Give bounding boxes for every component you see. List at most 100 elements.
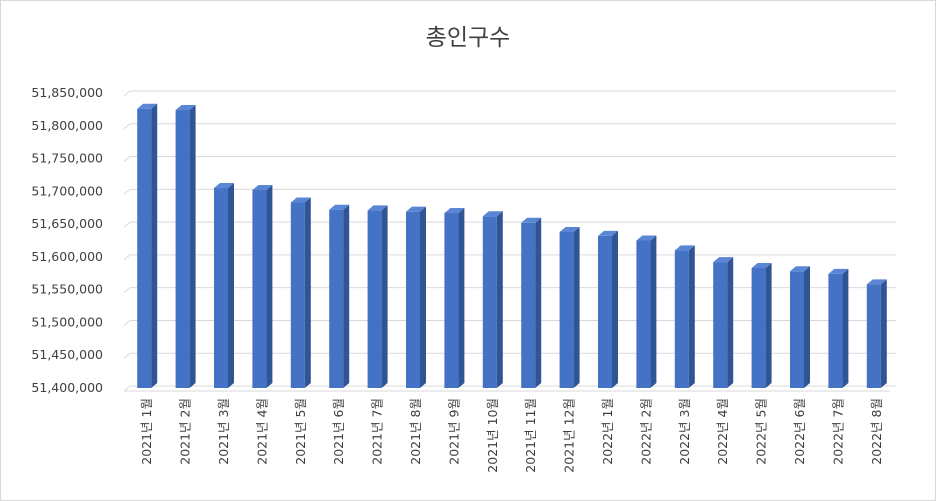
bar-top xyxy=(559,226,580,232)
bar-front xyxy=(290,202,305,388)
bar-side xyxy=(381,205,388,388)
bar-top xyxy=(329,204,350,210)
bar-front xyxy=(866,284,881,388)
bar-front xyxy=(214,188,228,388)
bar-top xyxy=(482,211,503,217)
gridline-depth xyxy=(123,287,131,294)
bar-front xyxy=(674,250,689,388)
bar-front xyxy=(521,222,536,388)
bar xyxy=(214,183,234,388)
gridline-depth xyxy=(123,352,131,359)
bar-front xyxy=(790,271,804,388)
x-tick-label: 2021년 1월 xyxy=(139,398,154,465)
bar-side xyxy=(420,206,426,388)
bar-side xyxy=(343,204,350,388)
bar-front xyxy=(175,110,190,389)
y-tick-label: 51,600,000 xyxy=(31,249,103,264)
bar xyxy=(713,257,734,388)
bar-side xyxy=(304,197,311,388)
bar xyxy=(406,206,426,388)
chart-title: 총인구수 xyxy=(425,25,511,51)
y-tick-label: 51,700,000 xyxy=(31,183,103,198)
bar xyxy=(559,226,580,388)
bar-side xyxy=(189,105,196,389)
x-tick-label: 2022년 5월 xyxy=(754,398,769,465)
bar-side xyxy=(650,235,657,388)
bar-side xyxy=(151,103,158,388)
x-tick-label: 2021년 10월 xyxy=(485,398,500,473)
x-tick-label: 2021년 2월 xyxy=(178,398,193,465)
gridline-depth xyxy=(123,123,131,130)
y-tick-label: 51,450,000 xyxy=(31,347,103,362)
x-tick-label: 2022년 4월 xyxy=(715,398,730,465)
bar xyxy=(252,185,273,388)
bar-top xyxy=(866,279,887,285)
x-tick-label: 2021년 7월 xyxy=(370,398,385,465)
bar-side xyxy=(842,268,849,388)
x-tick-label: 2022년 1월 xyxy=(600,398,615,465)
bar xyxy=(482,211,503,388)
bar xyxy=(290,197,311,388)
bar xyxy=(598,230,618,388)
bar-front xyxy=(482,216,497,388)
bar-top xyxy=(214,183,234,189)
bar xyxy=(674,245,695,388)
y-tick-label: 51,500,000 xyxy=(31,314,103,329)
y-tick-label: 51,650,000 xyxy=(31,216,103,231)
x-tick-label: 2022년 2월 xyxy=(638,398,653,465)
bar-top xyxy=(406,206,426,212)
bar-front xyxy=(367,210,382,388)
y-tick-label: 51,400,000 xyxy=(31,380,103,395)
bar-top xyxy=(636,235,657,241)
x-tick-label: 2022년 7월 xyxy=(830,398,845,465)
y-tick-label: 51,850,000 xyxy=(31,85,103,100)
bar-top xyxy=(175,105,196,111)
bar-side xyxy=(496,211,503,388)
bar-front xyxy=(751,268,766,388)
bar xyxy=(828,268,849,388)
bar xyxy=(329,204,350,388)
bar-top xyxy=(367,205,388,211)
y-tick-label: 51,550,000 xyxy=(31,282,103,297)
gridline-depth xyxy=(123,90,131,97)
bar-top xyxy=(713,257,734,263)
bar-front xyxy=(713,262,728,388)
x-tick-label: 2021년 8월 xyxy=(408,398,423,465)
bar xyxy=(751,263,772,388)
bar-side xyxy=(804,266,810,388)
bar-side xyxy=(535,217,542,388)
gridline-depth xyxy=(123,254,131,261)
y-tick-label: 51,800,000 xyxy=(31,118,103,133)
bar-top xyxy=(137,103,158,109)
bar xyxy=(137,103,158,388)
bar-top xyxy=(751,263,772,269)
gridline-depth xyxy=(123,385,131,392)
x-tick-label: 2021년 5월 xyxy=(293,398,308,465)
bar-front xyxy=(137,108,152,388)
bar-front xyxy=(598,235,612,388)
bar-front xyxy=(636,240,651,388)
bar-top xyxy=(790,266,810,272)
bar-side xyxy=(573,226,580,388)
bar-side xyxy=(727,257,734,388)
bar xyxy=(521,217,542,388)
bar-side xyxy=(458,207,465,388)
gridline-depth xyxy=(123,221,131,228)
bar-front xyxy=(252,190,267,388)
bar-side xyxy=(765,263,772,388)
x-tick-label: 2021년 6월 xyxy=(331,398,346,465)
bar-top xyxy=(252,185,273,191)
y-tick-label: 51,750,000 xyxy=(31,151,103,166)
bar-front xyxy=(559,231,574,388)
gridlines xyxy=(123,90,896,392)
bar-side xyxy=(880,279,887,388)
x-tick-label: 2022년 3월 xyxy=(677,398,692,465)
bar-top xyxy=(598,230,618,236)
gridline-depth xyxy=(123,320,131,326)
bar xyxy=(636,235,657,388)
bar xyxy=(175,105,196,389)
x-tick-label: 2021년 12월 xyxy=(562,398,577,473)
bar-top xyxy=(444,207,465,213)
bar-top xyxy=(674,245,695,251)
